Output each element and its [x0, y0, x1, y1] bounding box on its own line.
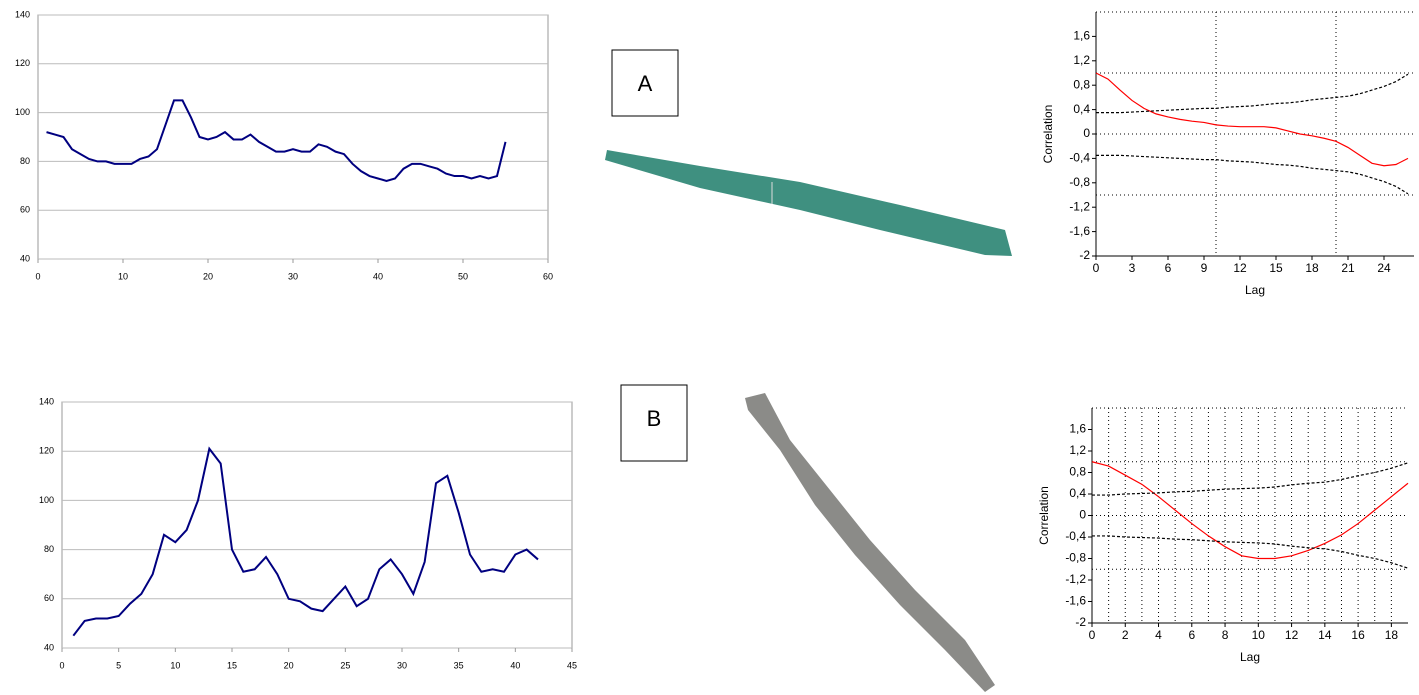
- data-line: [1092, 462, 1409, 496]
- y-tick-label: 0,8: [1073, 77, 1090, 91]
- y-tick-label: 1,6: [1069, 422, 1086, 436]
- y-tick-label: 0,4: [1073, 102, 1090, 116]
- x-tick-label: 21: [1341, 261, 1355, 275]
- data-line: [1096, 154, 1409, 195]
- x-tick-label: 14: [1318, 628, 1332, 642]
- x-tick-label: 40: [510, 660, 520, 670]
- x-tick-label: 4: [1155, 628, 1162, 642]
- y-tick-label: 60: [20, 205, 30, 215]
- data-line: [1091, 461, 1409, 560]
- x-tick-label: 2: [1122, 628, 1129, 642]
- x-tick-label: 12: [1285, 628, 1299, 642]
- x-axis-label: Lag: [1245, 283, 1265, 297]
- x-tick-label: 3: [1129, 261, 1136, 275]
- x-tick-label: 16: [1351, 628, 1365, 642]
- y-tick-label: 80: [44, 544, 54, 554]
- x-axis-label: Lag: [1240, 650, 1260, 664]
- x-tick-label: 12: [1233, 261, 1247, 275]
- x-tick-label: 30: [397, 660, 407, 670]
- plot-frame: [61, 401, 573, 649]
- x-tick-label: 18: [1305, 261, 1319, 275]
- x-tick-label: 60: [543, 271, 553, 281]
- y-tick-label: -1,6: [1069, 224, 1090, 238]
- y-tick-label: -1,6: [1065, 594, 1086, 608]
- data-line: [72, 446, 539, 637]
- y-axis-label: Correlation: [1041, 105, 1055, 164]
- x-tick-label: 8: [1222, 628, 1229, 642]
- plot-frame: [37, 14, 549, 260]
- x-tick-label: 45: [567, 660, 577, 670]
- y-tick-label: -0,8: [1065, 551, 1086, 565]
- data-line: [1095, 72, 1409, 167]
- x-tick-label: 10: [170, 660, 180, 670]
- y-tick-label: -0,4: [1065, 529, 1086, 543]
- y-tick-label: 120: [39, 446, 54, 456]
- y-tick-label: 0,4: [1069, 486, 1086, 500]
- y-tick-label: -1,2: [1069, 199, 1090, 213]
- x-tick-label: 15: [227, 660, 237, 670]
- y-tick-label: -1,2: [1065, 572, 1086, 586]
- y-tick-label: -0,8: [1069, 175, 1090, 189]
- y-tick-label: -0,4: [1069, 151, 1090, 165]
- y-tick-label: 100: [15, 107, 30, 117]
- y-tick-label: 140: [15, 9, 30, 19]
- y-tick-label: 80: [20, 156, 30, 166]
- y-axis-label: Correlation: [1037, 486, 1051, 545]
- y-tick-label: 0,8: [1069, 465, 1086, 479]
- x-tick-label: 9: [1201, 261, 1208, 275]
- x-tick-label: 6: [1165, 261, 1172, 275]
- y-tick-label: 1,2: [1069, 443, 1086, 457]
- y-tick-label: 40: [20, 253, 30, 263]
- y-tick-label: 0: [1083, 126, 1090, 140]
- x-tick-label: 5: [116, 660, 121, 670]
- x-tick-label: 24: [1377, 261, 1391, 275]
- x-tick-label: 0: [35, 271, 40, 281]
- x-tick-label: 10: [118, 271, 128, 281]
- y-tick-label: -2: [1079, 248, 1090, 262]
- photo-strip: [745, 393, 995, 692]
- y-tick-label: 1,2: [1073, 53, 1090, 67]
- y-tick-label: 1,6: [1073, 29, 1090, 43]
- y-tick-label: 100: [39, 495, 54, 505]
- x-tick-label: 30: [288, 271, 298, 281]
- x-tick-label: 25: [340, 660, 350, 670]
- x-tick-label: 0: [1089, 628, 1096, 642]
- data-line: [46, 99, 507, 182]
- x-tick-label: 35: [454, 660, 464, 670]
- data-line: [1092, 535, 1409, 569]
- photo-strip: [605, 150, 1012, 256]
- y-tick-label: 140: [39, 396, 54, 406]
- x-tick-label: 20: [284, 660, 294, 670]
- x-tick-label: 10: [1252, 628, 1266, 642]
- x-tick-label: 50: [458, 271, 468, 281]
- x-tick-label: 6: [1188, 628, 1195, 642]
- y-tick-label: 0: [1079, 508, 1086, 522]
- x-tick-label: 0: [59, 660, 64, 670]
- y-tick-label: 60: [44, 593, 54, 603]
- panel-label: A: [638, 71, 653, 96]
- x-tick-label: 0: [1093, 261, 1100, 275]
- x-tick-label: 20: [203, 271, 213, 281]
- x-tick-label: 40: [373, 271, 383, 281]
- data-line: [1096, 73, 1409, 114]
- label-box: [611, 49, 679, 117]
- y-tick-label: 40: [44, 642, 54, 652]
- x-tick-label: 18: [1385, 628, 1399, 642]
- panel-label: B: [647, 406, 662, 431]
- label-box: [620, 384, 688, 462]
- y-tick-label: -2: [1075, 615, 1086, 629]
- y-tick-label: 120: [15, 58, 30, 68]
- x-tick-label: 15: [1269, 261, 1283, 275]
